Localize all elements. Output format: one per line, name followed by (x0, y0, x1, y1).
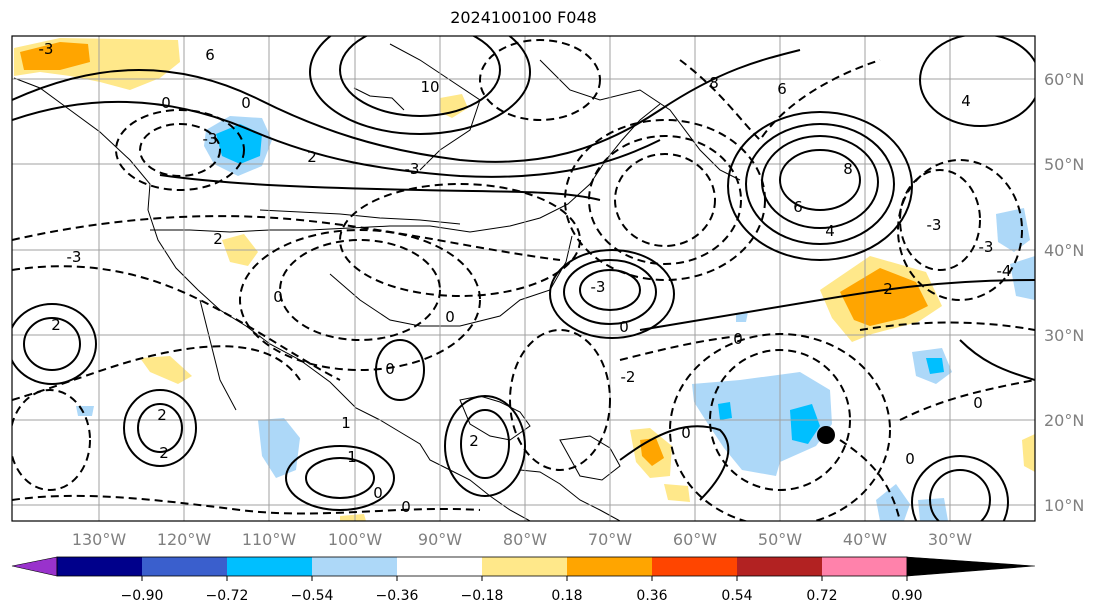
colorbar: −0.90 −0.72 −0.54 −0.36 −0.18 0.18 0.36 … (11, 556, 1036, 604)
lon-label: 40°W (843, 530, 887, 549)
contour-label: -3 (979, 238, 994, 256)
colorbar-tick-label: 0.18 (551, 588, 582, 604)
colorbar-segment (397, 557, 482, 576)
contour-label: 1 (347, 448, 357, 466)
colorbar-segment (227, 557, 312, 576)
contour-label: 0 (973, 394, 983, 412)
storm-marker (817, 426, 835, 444)
contour-label: 0 (619, 318, 629, 336)
lon-label: 50°W (758, 530, 802, 549)
contour-label: 2 (157, 406, 167, 424)
colorbar-segment (482, 557, 567, 576)
lat-label: 30°N (1044, 326, 1084, 345)
contour-label: 0 (385, 360, 395, 378)
contour-label: 0 (445, 308, 455, 326)
lon-label: 90°W (418, 530, 462, 549)
contour-label: 2 (159, 444, 169, 462)
colorbar-segment (737, 557, 822, 576)
colorbar-tick-label: −0.36 (376, 588, 419, 604)
graticule (12, 36, 1035, 521)
contour-label: 0 (161, 94, 171, 112)
lat-label: 40°N (1044, 241, 1084, 260)
contour-label: -3 (405, 160, 420, 178)
contour-label: -3 (67, 248, 82, 266)
lon-label: 130°W (72, 530, 127, 549)
contour-label: 0 (681, 424, 691, 442)
contour-label: 2 (51, 316, 61, 334)
colorbar-ticks (141, 576, 908, 581)
map-title: 2024100100 F048 (450, 8, 597, 27)
contour-label: 2 (469, 432, 479, 450)
contour-label: 0 (733, 330, 743, 348)
lon-label: 110°W (242, 530, 297, 549)
colorbar-tick-label: 0.90 (891, 588, 922, 604)
colorbar-segment (57, 557, 142, 576)
contour-label: 2 (213, 230, 223, 248)
lon-label: 100°W (328, 530, 383, 549)
contour-label: 8 (709, 74, 719, 92)
contour-label: 0 (373, 484, 383, 502)
contour-label: 4 (825, 222, 835, 240)
colorbar-tick-label: 0.36 (636, 588, 667, 604)
colorbar-extend-right (906, 556, 1036, 577)
colorbar-segment (142, 557, 227, 576)
colorbar-tick-label: −0.90 (121, 588, 164, 604)
contour-label: 2 (883, 280, 893, 298)
contour-label: 6 (793, 198, 803, 216)
contour-label: -3 (39, 40, 54, 58)
contour-label: -2 (621, 368, 636, 386)
shaded-negative-anomalies (76, 116, 1035, 521)
contour-label: -4 (997, 262, 1012, 280)
contour-label: 10 (420, 78, 439, 96)
lat-label: 60°N (1044, 70, 1084, 89)
colorbar-tick-label: −0.72 (206, 588, 249, 604)
contour-labels: -3 6 0 0 10 -3 2 -3 8 6 8 6 4 4 -3 2 -3 … (39, 40, 1012, 516)
colorbar-segment (652, 557, 737, 576)
contour-label: 0 (401, 498, 411, 516)
shaded-positive-anomalies (14, 38, 1035, 521)
contour-label: -3 (203, 130, 218, 148)
lon-label: 70°W (588, 530, 632, 549)
lat-label: 20°N (1044, 411, 1084, 430)
contour-label: -3 (927, 216, 942, 234)
contour-label: 6 (777, 80, 787, 98)
contour-label: 0 (273, 288, 283, 306)
lat-label: 10°N (1044, 496, 1084, 515)
lon-label: 80°W (503, 530, 547, 549)
colorbar-segment (312, 557, 397, 576)
contour-label: 0 (905, 450, 915, 468)
lat-label: 50°N (1044, 155, 1084, 174)
map-border (11, 35, 1036, 522)
colorbar-extend-left (11, 556, 58, 577)
colorbar-segment (822, 557, 907, 576)
lon-label: 60°W (673, 530, 717, 549)
contour-label: 1 (341, 414, 351, 432)
colorbar-tick-label: 0.54 (721, 588, 752, 604)
latitude-labels: 60°N 50°N 40°N 30°N 20°N 10°N (1044, 70, 1084, 515)
colorbar-tick-label: 0.72 (806, 588, 837, 604)
contour-label: 4 (961, 92, 971, 110)
lon-label: 120°W (157, 530, 212, 549)
colorbar-tick-label: −0.54 (291, 588, 334, 604)
colorbar-segment (567, 557, 652, 576)
contour-label: 0 (241, 94, 251, 112)
contour-label: 2 (307, 148, 317, 166)
dashed-contours (12, 39, 1035, 521)
contour-label: -3 (591, 278, 606, 296)
contour-label: 8 (843, 160, 853, 178)
longitude-labels: 130°W 120°W 110°W 100°W 90°W 80°W 70°W 6… (72, 530, 972, 549)
colorbar-tick-label: −0.18 (461, 588, 504, 604)
contour-label: 6 (205, 46, 215, 64)
lon-label: 30°W (928, 530, 972, 549)
